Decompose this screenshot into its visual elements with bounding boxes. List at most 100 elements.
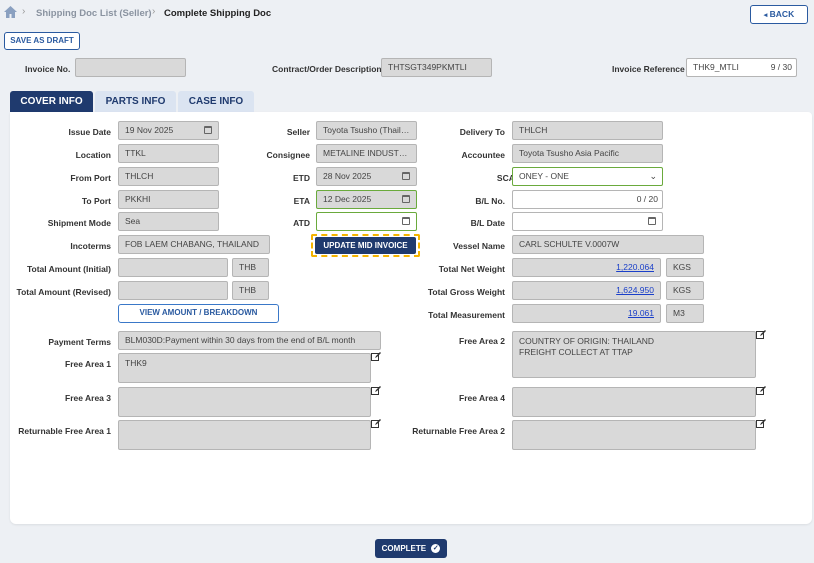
payment-terms-label: Payment Terms	[48, 337, 111, 347]
complete-button[interactable]: COMPLETE ✓	[375, 539, 447, 558]
home-icon[interactable]	[4, 6, 17, 18]
bl-date-input[interactable]	[512, 212, 663, 231]
free-area-1-field: THK9	[118, 353, 371, 383]
breadcrumb-separator-icon: ›	[22, 6, 26, 17]
etd-field: 28 Nov 2025	[316, 167, 417, 186]
contract-label: Contract/Order Description	[272, 64, 382, 74]
edit-icon[interactable]	[371, 352, 381, 362]
edit-icon[interactable]	[371, 419, 381, 429]
bl-no-label: B/L No.	[475, 196, 505, 206]
seller-label: Seller	[286, 127, 310, 137]
bl-no-input[interactable]: 0 / 20	[512, 190, 663, 209]
total-revised-unit: THB	[232, 281, 269, 300]
measurement-field: 19.061	[512, 304, 661, 323]
eta-label: ETA	[293, 196, 310, 206]
edit-icon[interactable]	[371, 386, 381, 396]
returnable-free-area-1-label: Returnable Free Area 1	[18, 426, 111, 436]
edit-icon[interactable]	[756, 330, 766, 340]
invoice-ref-input[interactable]: THK9_MTLI 9 / 30	[686, 58, 797, 77]
scac-select[interactable]: ONEY - ONE ⌄	[512, 167, 663, 186]
scac-label: SCAC	[496, 173, 521, 183]
chevron-down-icon: ⌄	[649, 171, 657, 181]
accountee-field: Toyota Tsusho Asia Pacific	[512, 144, 663, 163]
payment-terms-field: BLM030D:Payment within 30 days from the …	[118, 331, 381, 350]
breadcrumb-item-shipping-doc-list[interactable]: Shipping Doc List (Seller)	[36, 8, 152, 19]
tab-cover-info[interactable]: COVER INFO	[10, 91, 93, 112]
edit-icon[interactable]	[756, 386, 766, 396]
calendar-icon[interactable]	[402, 217, 410, 225]
issue-date-label: Issue Date	[68, 127, 111, 137]
invoice-no-field	[75, 58, 186, 77]
issue-date-value: 19 Nov 2025	[125, 125, 174, 135]
from-port-label: From Port	[70, 173, 111, 183]
update-mid-invoice-button[interactable]: UPDATE MID INVOICE	[315, 237, 416, 254]
vessel-name-label: Vessel Name	[453, 241, 505, 251]
back-label: BACK	[769, 9, 795, 19]
to-port-field: PKKHI	[118, 190, 219, 209]
atd-label: ATD	[293, 218, 310, 228]
incoterms-field: FOB LAEM CHABANG, THAILAND	[118, 235, 270, 254]
accountee-label: Accountee	[461, 150, 505, 160]
net-weight-label: Total Net Weight	[438, 264, 505, 274]
tab-parts-info[interactable]: PARTS INFO	[95, 91, 176, 112]
check-circle-icon: ✓	[431, 544, 441, 554]
returnable-free-area-1-field	[118, 420, 371, 450]
scac-value: ONEY - ONE	[519, 171, 569, 181]
invoice-ref-counter: 9 / 30	[770, 62, 792, 72]
free-area-2-label: Free Area 2	[459, 336, 505, 346]
gross-weight-link[interactable]: 1,624.950	[616, 285, 654, 295]
invoice-ref-label: Invoice Reference	[612, 64, 685, 74]
total-revised-label: Total Amount (Revised)	[16, 287, 111, 297]
page-title: Complete Shipping Doc	[164, 8, 272, 19]
to-port-label: To Port	[81, 196, 111, 206]
vessel-name-field: CARL SCHULTE V.0007W	[512, 235, 704, 254]
eta-input[interactable]: 12 Dec 2025	[316, 190, 417, 209]
from-port-field: THLCH	[118, 167, 219, 186]
bl-date-label: B/L Date	[470, 218, 505, 228]
calendar-icon	[204, 126, 212, 134]
calendar-icon[interactable]	[402, 195, 410, 203]
bl-no-counter: 0 / 20	[636, 194, 658, 204]
total-initial-label: Total Amount (Initial)	[26, 264, 111, 274]
consignee-label: Consignee	[266, 150, 310, 160]
edit-icon[interactable]	[756, 419, 766, 429]
view-amount-breakdown-button[interactable]: VIEW AMOUNT / BREAKDOWN	[118, 304, 279, 323]
back-button[interactable]: ◂ BACK	[750, 5, 808, 24]
delivery-to-label: Delivery To	[459, 127, 505, 137]
measurement-label: Total Measurement	[428, 310, 505, 320]
free-area-2-field: COUNTRY OF ORIGIN: THAILAND FREIGHT COLL…	[512, 331, 756, 378]
gross-weight-unit: KGS	[666, 281, 704, 300]
net-weight-unit: KGS	[666, 258, 704, 277]
free-area-3-label: Free Area 3	[65, 393, 111, 403]
invoice-ref-value: THK9_MTLI	[693, 62, 739, 72]
eta-value: 12 Dec 2025	[323, 194, 372, 204]
update-mid-invoice-highlight	[311, 234, 420, 257]
free-area-4-label: Free Area 4	[459, 393, 505, 403]
shipment-mode-field: Sea	[118, 212, 219, 231]
tab-case-info[interactable]: CASE INFO	[178, 91, 254, 112]
total-revised-field	[118, 281, 228, 300]
complete-label: COMPLETE	[381, 544, 427, 553]
net-weight-field: 1,220.064	[512, 258, 661, 277]
returnable-free-area-2-field	[512, 420, 756, 450]
seller-field: Toyota Tsusho (Thailand) Co., Ltd.	[316, 121, 417, 140]
free-area-3-field	[118, 387, 371, 417]
incoterms-label: Incoterms	[70, 241, 111, 251]
contract-field: THTSGT349PKMTLI	[381, 58, 492, 77]
calendar-icon[interactable]	[648, 217, 656, 225]
location-field: TTKL	[118, 144, 219, 163]
gross-weight-field: 1,624.950	[512, 281, 661, 300]
total-initial-unit: THB	[232, 258, 269, 277]
save-as-draft-button[interactable]: SAVE AS DRAFT	[4, 32, 80, 50]
net-weight-link[interactable]: 1,220.064	[616, 262, 654, 272]
free-area-1-label: Free Area 1	[65, 359, 111, 369]
atd-input[interactable]	[316, 212, 417, 231]
delivery-to-field: THLCH	[512, 121, 663, 140]
total-initial-field	[118, 258, 228, 277]
calendar-icon	[402, 172, 410, 180]
invoice-no-label: Invoice No.	[25, 64, 71, 74]
etd-value: 28 Nov 2025	[323, 171, 372, 181]
location-label: Location	[75, 150, 111, 160]
consignee-field: METALINE INDUSTRIES	[316, 144, 417, 163]
measurement-link[interactable]: 19.061	[628, 308, 654, 318]
